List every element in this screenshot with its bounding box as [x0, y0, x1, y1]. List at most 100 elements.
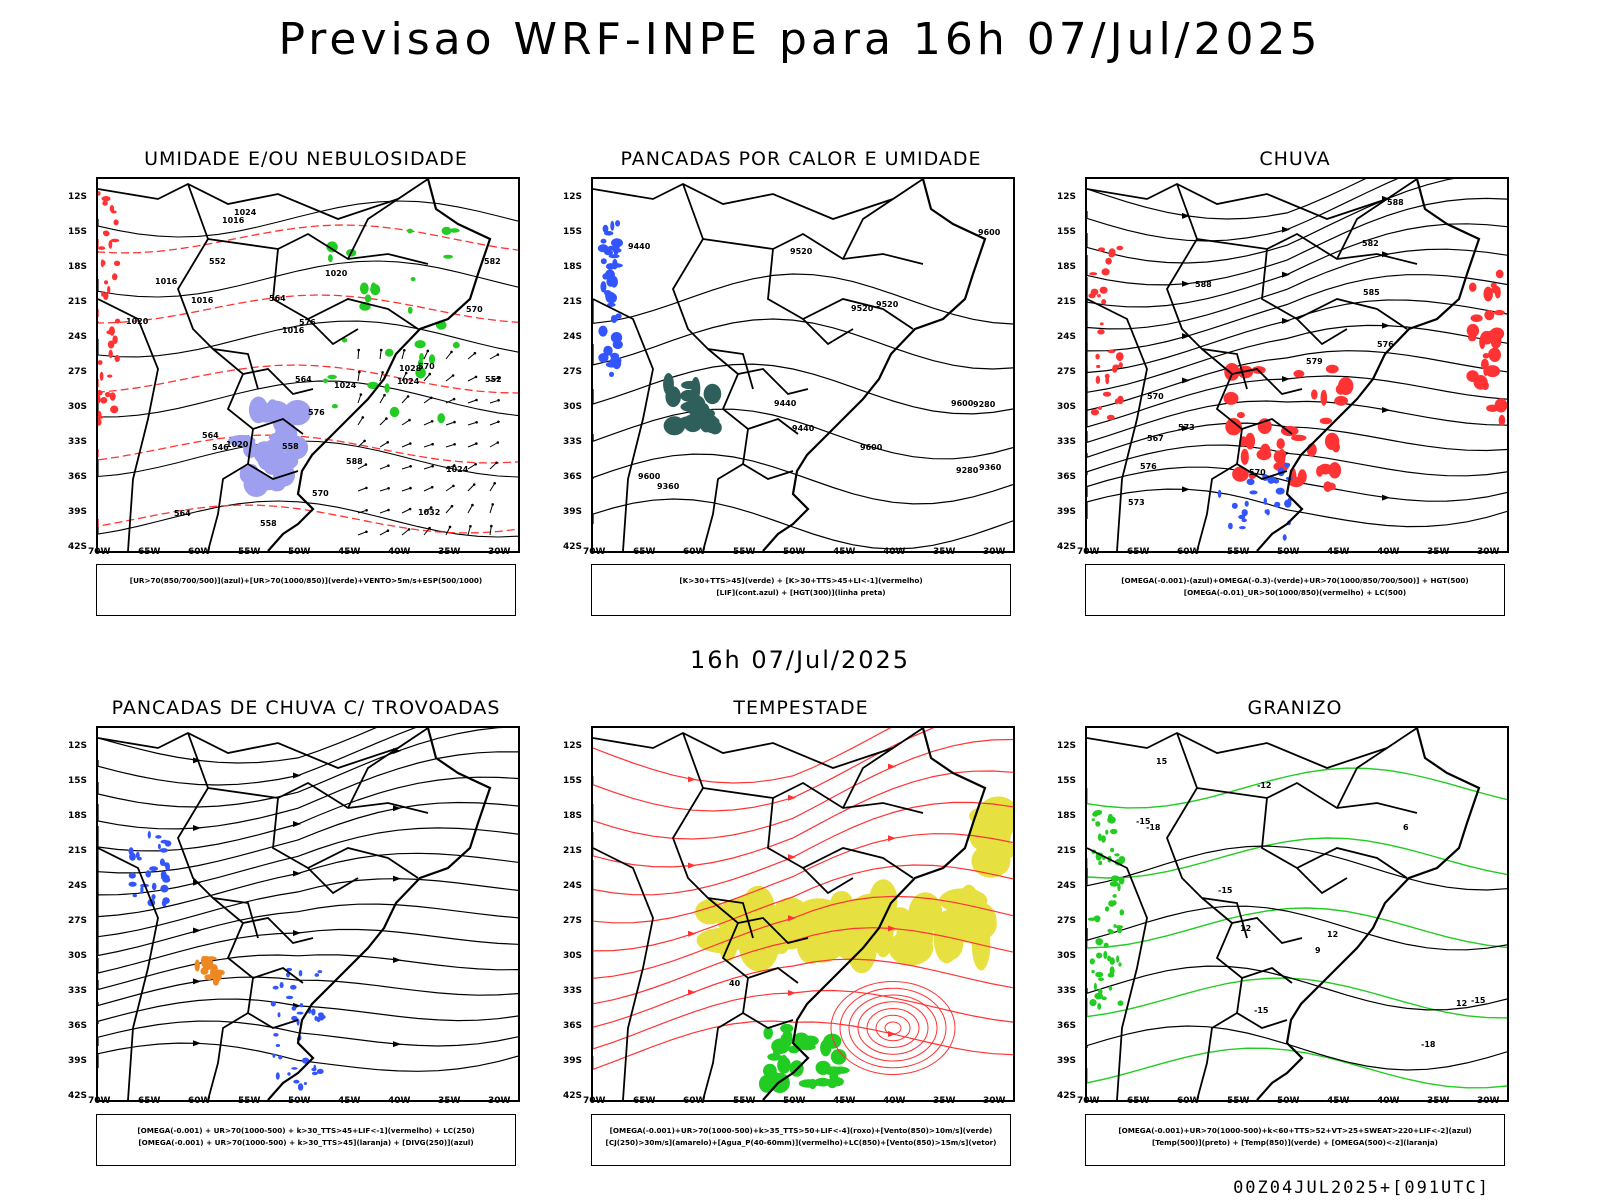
- contour-label: -18: [1421, 1040, 1436, 1049]
- shaded-area: [1109, 957, 1115, 965]
- streamline: [1087, 350, 1507, 411]
- streamline-arrow: [688, 776, 696, 783]
- latitude-label: 36S: [1057, 472, 1077, 482]
- shaded-area: [243, 470, 269, 497]
- contour-line: [1087, 837, 1507, 879]
- wind-vector: [489, 524, 493, 536]
- shaded-area: [290, 984, 297, 990]
- shaded-area: [132, 893, 137, 898]
- longitude-label: 50W: [288, 1096, 311, 1106]
- shaded-area: [1101, 268, 1110, 276]
- shaded-area: [98, 246, 106, 250]
- map-panel: 588 588 585 582 579 576 573 570 576 573 570 567: [1085, 177, 1509, 553]
- shaded-area: [262, 400, 290, 423]
- streamline-arrow: [788, 794, 796, 801]
- contour-label: 573: [1178, 423, 1195, 432]
- political-border: [802, 318, 854, 346]
- streamline-arrow: [393, 957, 401, 964]
- shaded-area: [311, 1008, 316, 1016]
- latitude-label: 33S: [563, 437, 583, 447]
- panel-title: CHUVA: [1259, 148, 1331, 170]
- contour-line: [98, 504, 518, 534]
- longitude-label: 40W: [388, 1096, 411, 1106]
- shaded-area: [1116, 955, 1120, 963]
- shaded-area: [367, 381, 379, 390]
- latitude-label: 24S: [68, 881, 88, 891]
- streamline: [593, 738, 1013, 840]
- streamline: [1087, 400, 1507, 444]
- longitude-label: 45W: [338, 1096, 361, 1106]
- shaded-area: [792, 1032, 810, 1049]
- wind-vector: [401, 486, 412, 492]
- wind-vector: [401, 528, 411, 536]
- wind-vector: [489, 353, 500, 360]
- shaded-area: [112, 335, 118, 344]
- shaded-area: [1108, 813, 1113, 820]
- contour-label: 1020: [325, 269, 348, 278]
- contour-line: [98, 434, 518, 464]
- latitude-label: 42S: [1057, 542, 1077, 552]
- shaded-area: [147, 831, 151, 839]
- longitude-label: 30W: [1477, 1096, 1500, 1106]
- shaded-area: [1282, 534, 1287, 541]
- shaded-area: [316, 1068, 324, 1074]
- streamline: [1087, 466, 1507, 502]
- streamline-arrow: [888, 763, 896, 770]
- latitude-label: 18S: [563, 262, 583, 272]
- latitude-label: 24S: [1057, 881, 1077, 891]
- shaded-area: [1119, 909, 1125, 916]
- shaded-area: [1490, 335, 1502, 349]
- longitude-label: 45W: [1327, 547, 1350, 557]
- shaded-area: [107, 374, 113, 378]
- latitude-label: 21S: [563, 297, 583, 307]
- shaded-area: [98, 390, 103, 396]
- latitude-label: 39S: [68, 507, 88, 517]
- shaded-area: [359, 282, 369, 295]
- streamline-arrow: [1382, 407, 1390, 414]
- shaded-area: [1101, 299, 1107, 305]
- shaded-area: [1116, 245, 1124, 251]
- wind-vector: [379, 348, 383, 360]
- shaded-area: [703, 383, 722, 405]
- longitude-label: 30W: [488, 547, 511, 557]
- shaded-area: [273, 1033, 279, 1037]
- shaded-area: [110, 405, 119, 414]
- streamline-arrow: [888, 925, 896, 932]
- latitude-label: 21S: [1057, 297, 1077, 307]
- political-border: [347, 747, 399, 809]
- streamline-arrow: [193, 824, 201, 831]
- panel-legend: [OMEGA(-0.001) + UR>70(1000-500) + k>30_…: [96, 1114, 516, 1166]
- shaded-area: [598, 325, 608, 337]
- political-border: [702, 232, 924, 265]
- shaded-area: [1332, 441, 1340, 453]
- panel-legend: [OMEGA(-0.001)-(azul)+OMEGA(-0.3)-(verde…: [1085, 564, 1505, 616]
- contour-line: [98, 294, 518, 324]
- shaded-area: [1291, 434, 1307, 442]
- shaded-area: [1097, 406, 1102, 410]
- contour-label: -12: [1257, 781, 1271, 790]
- latitude-label: 42S: [1057, 1091, 1077, 1101]
- contour-label: 12: [1240, 924, 1251, 933]
- wind-vector: [379, 508, 390, 514]
- wind-vector: [401, 418, 411, 426]
- shaded-area: [1104, 373, 1110, 379]
- latitude-label: 21S: [68, 297, 88, 307]
- longitude-label: 70W: [583, 547, 606, 557]
- longitude-label: 70W: [1077, 1096, 1100, 1106]
- shaded-area: [1106, 414, 1115, 421]
- latitude-label: 18S: [68, 811, 88, 821]
- wind-vector: [489, 482, 497, 492]
- wind-vector: [423, 372, 432, 382]
- shaded-area: [605, 361, 618, 368]
- streamline-arrow: [193, 1040, 201, 1047]
- political-border: [177, 732, 259, 939]
- shaded-area: [1110, 828, 1118, 835]
- shaded-area: [1266, 509, 1270, 516]
- wind-vector: [379, 371, 384, 382]
- shaded-area: [103, 280, 109, 285]
- streamline-arrow: [393, 875, 401, 882]
- shaded-area: [1097, 833, 1102, 841]
- contour-label: 564: [202, 431, 219, 440]
- shaded-area: [1117, 883, 1121, 892]
- contour-line: [98, 224, 518, 254]
